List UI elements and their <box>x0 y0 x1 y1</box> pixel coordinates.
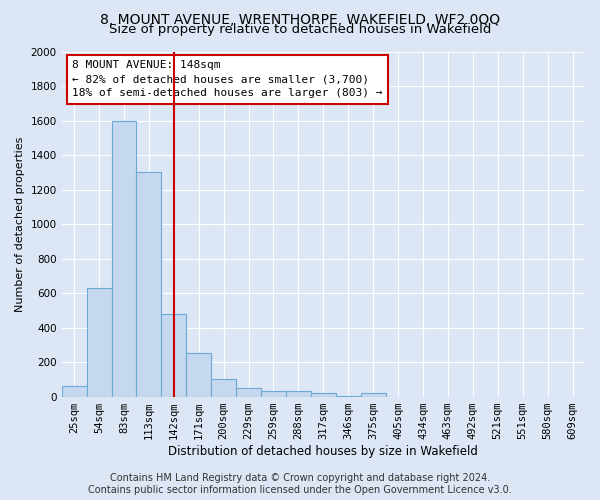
Text: Size of property relative to detached houses in Wakefield: Size of property relative to detached ho… <box>109 22 491 36</box>
Y-axis label: Number of detached properties: Number of detached properties <box>15 136 25 312</box>
Bar <box>211 380 236 396</box>
Text: Contains HM Land Registry data © Crown copyright and database right 2024.
Contai: Contains HM Land Registry data © Crown c… <box>88 474 512 495</box>
Bar <box>186 354 211 397</box>
Bar <box>136 172 161 396</box>
Text: 8, MOUNT AVENUE, WRENTHORPE, WAKEFIELD, WF2 0QQ: 8, MOUNT AVENUE, WRENTHORPE, WAKEFIELD, … <box>100 12 500 26</box>
Bar <box>261 390 286 396</box>
Bar <box>311 393 336 396</box>
Text: 8 MOUNT AVENUE: 148sqm
← 82% of detached houses are smaller (3,700)
18% of semi-: 8 MOUNT AVENUE: 148sqm ← 82% of detached… <box>72 60 383 98</box>
Bar <box>236 388 261 396</box>
Bar <box>286 392 311 396</box>
Bar <box>361 393 386 396</box>
Bar <box>161 314 186 396</box>
Bar <box>62 386 86 396</box>
X-axis label: Distribution of detached houses by size in Wakefield: Distribution of detached houses by size … <box>169 444 478 458</box>
Bar <box>112 120 136 396</box>
Bar <box>86 288 112 397</box>
